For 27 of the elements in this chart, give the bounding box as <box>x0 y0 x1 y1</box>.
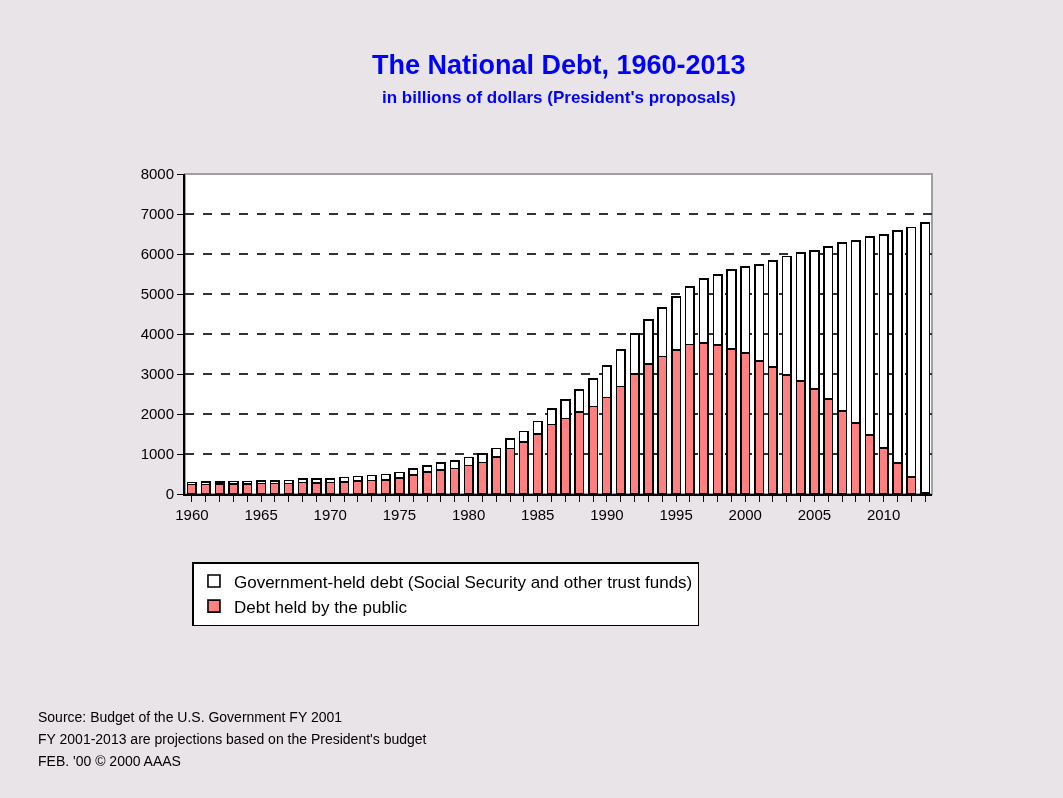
text: FEB. '00 © 2000 AAAS <box>38 753 181 769</box>
x-tick-label: 1995 <box>659 506 693 523</box>
x-tick-label: 1975 <box>382 506 417 523</box>
y-tick-label: 5000 <box>140 285 174 303</box>
x-tick-label: 2005 <box>797 506 832 523</box>
x-tick-label: 1960 <box>175 506 209 523</box>
legend-label: Government-held debt (Social Security and other trust funds) <box>233 572 693 592</box>
x-tick-label: 2000 <box>728 506 762 523</box>
y-tick-label: 8000 <box>140 165 174 183</box>
y-tick-label: 1000 <box>140 445 174 463</box>
chart-title: The National Debt, 1960-2013 <box>372 50 746 80</box>
y-tick-label: 6000 <box>140 245 174 263</box>
x-tick-label: 1965 <box>244 506 278 523</box>
y-tick-label: 2000 <box>140 405 174 423</box>
x-tick-label: 1990 <box>590 506 624 523</box>
x-tick-label: 1980 <box>451 506 486 523</box>
chart-subtitle: in billions of dollars (President's proposals) <box>382 88 736 107</box>
x-tick-label: 1985 <box>521 506 555 523</box>
x-tick-label: 2010 <box>866 506 901 523</box>
text: FY 2001-2013 are projections based on the President's budget <box>38 731 427 747</box>
y-tick-label: 3000 <box>140 365 174 383</box>
source-note: Source: Budget of the U.S. Government FY 2001 <box>38 709 343 725</box>
x-tick-label: 1970 <box>313 506 347 523</box>
legend-label: Debt held by the public <box>233 597 408 617</box>
y-tick-label: 7000 <box>140 205 174 223</box>
y-tick-label: 0 <box>165 485 174 503</box>
y-tick-label: 4000 <box>140 325 174 343</box>
